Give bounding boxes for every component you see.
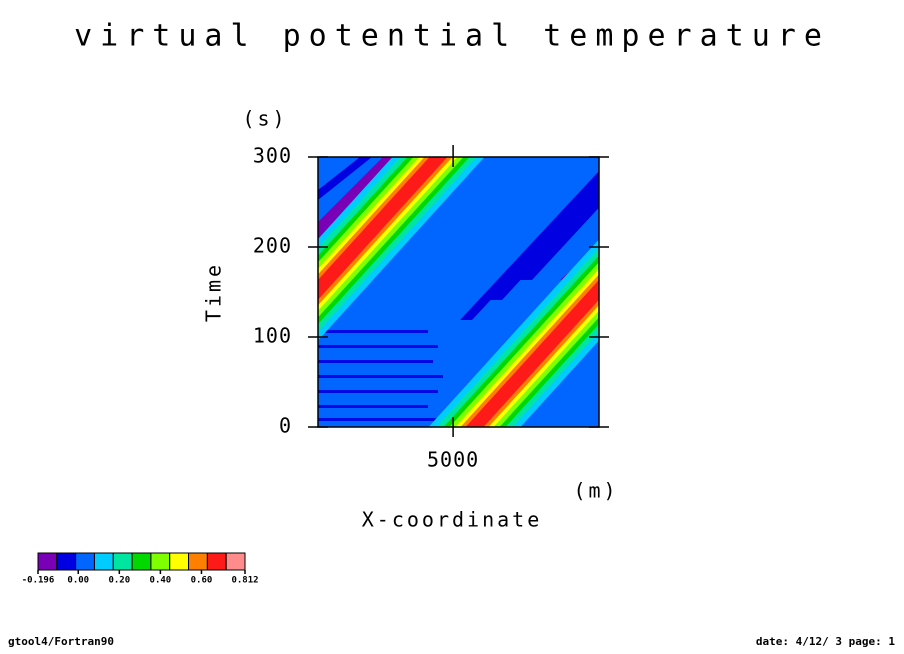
y-unit: (s) [242,107,287,131]
colorbar: -0.196 0.00 0.20 0.40 0.60 0.812 [22,552,259,586]
contour-band [449,262,599,427]
chart-title: virtual potential temperature [74,19,830,54]
colorbar-swatch [37,552,58,571]
contour-band [428,239,599,427]
colorbar-label: 0.812 [231,576,258,586]
contour-band [455,268,599,427]
contour-band [318,157,464,318]
contour-band [318,157,453,306]
colorbar-swatch [93,552,114,571]
colorbar-swatch [150,552,171,571]
colorbar-swatch [112,552,133,571]
colorbar-swatch [131,552,152,571]
colorbar-swatch [56,552,77,571]
y-tick-label: 300 [253,144,292,168]
footer-right: date: 4/12/ 3 page: 1 [756,635,895,648]
contour-band [318,157,470,324]
colorbar-label: -0.196 [22,576,55,586]
colorbar-swatch [188,552,208,571]
colorbar-swatch [225,552,246,571]
contour-band [318,157,458,311]
footer-left: gtool4/Fortran90 [8,635,114,648]
y-tick-label: 0 [279,414,292,438]
colorbar-label: 0.40 [150,576,172,586]
colorbar-label: 0.60 [191,576,213,586]
x-axis-label: X-coordinate [362,508,543,532]
colorbar-label: 0.00 [67,576,89,586]
contour-band [436,247,599,427]
contour-band [318,157,448,300]
contour-band [460,274,599,427]
colorbar-label: 0.20 [108,576,130,586]
plot-frame [317,156,600,428]
contour-band [443,255,599,427]
contour-band [318,157,477,332]
colorbar-swatch [75,552,95,571]
contour-band [465,279,599,427]
contour-field [318,157,599,427]
y-tick-label: 200 [253,234,292,258]
y-axis-label: Time [202,262,226,322]
colorbar-swatch [206,552,227,571]
x-unit: (m) [573,479,618,503]
x-tick-label: 5000 [427,448,479,472]
y-tick-label: 100 [253,324,292,348]
colorbar-swatch [169,552,190,571]
